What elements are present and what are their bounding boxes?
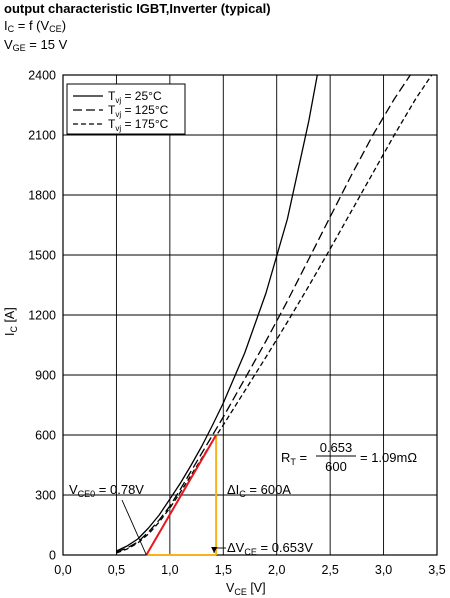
x-tick-label: 0,0 — [54, 563, 71, 577]
vce0-pointer — [121, 499, 147, 556]
x-tick-label: 1,5 — [215, 563, 232, 577]
y-tick-label: 1500 — [28, 249, 56, 263]
rt-result: = 1.09mΩ — [360, 450, 417, 465]
ic-symbol: I — [4, 18, 8, 33]
function-text: = f (V — [14, 18, 50, 33]
chart-condition-line: VGE = 15 V — [4, 36, 271, 55]
plot-frame — [62, 74, 438, 556]
series-line-1 — [116, 74, 411, 553]
series-lines — [116, 74, 433, 554]
rt-denominator: 600 — [325, 459, 347, 474]
rt-label: RT = — [281, 450, 307, 467]
ic-subscript: C — [7, 24, 15, 34]
vce0-label: VCE0 = 0.78V — [69, 482, 144, 499]
delta-vce-arrowhead — [211, 547, 218, 553]
legend-label-1: Tvj = 125°C — [108, 103, 169, 119]
vge-subscript: GE — [12, 43, 26, 53]
y-tick-label: 600 — [35, 429, 56, 443]
y-tick-label: 1800 — [28, 189, 56, 203]
y-tick-label: 0 — [49, 549, 56, 563]
legend-label-2: Tvj = 175°C — [108, 117, 169, 133]
x-tick-label: 2,5 — [321, 563, 338, 577]
x-tick-label: 3,5 — [428, 563, 445, 577]
delta-ic-label: ΔIC = 600A — [227, 482, 291, 499]
series-line-0 — [116, 74, 318, 552]
function-close: ) — [61, 18, 67, 33]
rt-numerator: 0.653 — [320, 440, 353, 455]
chart-title: output characteristic IGBT,Inverter (typ… — [4, 1, 271, 16]
x-tick-label: 0,5 — [108, 563, 125, 577]
legend-box — [66, 83, 186, 135]
x-axis-label: VCE [V] — [226, 581, 266, 597]
series-line-2 — [116, 74, 433, 554]
tick-labels: 0,0 0,5 1,0 1,5 2,0 2,5 3,0 3,5 0 300 600 900 1200 15… — [28, 69, 446, 578]
y-tick-label: 1200 — [28, 309, 56, 323]
tangent-line — [145, 434, 217, 556]
x-tick-label: 1,0 — [161, 563, 178, 577]
y-tick-label: 300 — [35, 489, 56, 503]
annotation-lines — [121, 434, 226, 556]
legend-label-0: Tvj = 25°C — [108, 89, 162, 105]
chart-header: output characteristic IGBT,Inverter (typ… — [4, 0, 271, 55]
x-tick-label: 3,0 — [375, 563, 392, 577]
vge-value: = 15 V — [25, 37, 68, 52]
vce-subscript: CE — [49, 24, 62, 34]
axis-labels: VCE [V] IC [A] — [3, 307, 266, 597]
grid — [62, 74, 438, 556]
vge-symbol: V — [4, 37, 13, 52]
y-axis-label: IC [A] — [3, 307, 19, 336]
x-tick-label: 2,0 — [268, 563, 285, 577]
chart-function-line: IC = f (VCE) — [4, 17, 271, 36]
y-tick-label: 900 — [35, 369, 56, 383]
y-tick-label: 2400 — [28, 69, 56, 83]
y-tick-label: 2100 — [28, 129, 56, 143]
delta-vce-label: ΔVCE = 0.653V — [227, 540, 313, 557]
